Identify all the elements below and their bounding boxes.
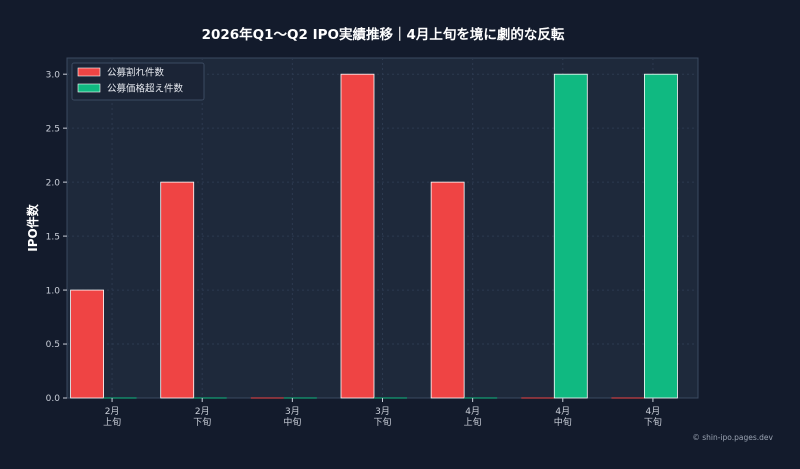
bar-below-offer-4 [430,181,465,399]
x-tick-label: 2月上旬 [103,406,121,428]
y-axis-ticks: 0.0 0.5 1.0 1.5 2.0 2.5 3.0 [46,70,67,404]
x-tick-label: 3月中旬 [283,406,301,428]
bar-above-offer-6 [644,73,678,399]
y-tick-label: 0.0 [46,394,61,404]
chart-title: 2026年Q1〜Q2 IPO実績推移｜4月上旬を境に劇的な反転 [202,26,565,43]
y-tick-label: 2.5 [46,124,60,134]
y-tick-label: 1.0 [46,286,61,296]
legend-box [71,62,205,101]
y-tick-label: 3.0 [46,70,61,80]
bars [70,73,678,399]
y-tick-label: 2.0 [46,178,61,188]
x-axis-ticks: 2月上旬 2月下旬 3月中旬 3月下旬 4月上旬 4月中旬 4月下旬 [103,398,662,428]
legend-swatch [77,67,101,77]
legend-label: 公募価格超え件数 [107,83,184,95]
x-tick-label: 4月下旬 [644,406,662,428]
x-tick-label: 4月中旬 [554,406,572,428]
y-axis-label: IPO件数 [25,203,40,251]
legend-swatch [77,83,101,93]
x-tick-label: 3月下旬 [373,406,391,428]
bar-above-offer-5 [553,73,588,399]
legend-label: 公募割れ件数 [107,67,165,79]
x-tick-label: 2月下旬 [193,406,211,428]
bar-below-offer-1 [160,181,195,399]
y-tick-label: 1.5 [46,232,60,242]
y-tick-label: 0.5 [46,340,60,350]
bar-below-offer-3 [340,73,375,399]
credit-text: © shin-ipo.pages.dev [692,433,773,442]
x-tick-label: 4月上旬 [464,406,482,428]
bar-below-offer-0 [70,289,104,399]
